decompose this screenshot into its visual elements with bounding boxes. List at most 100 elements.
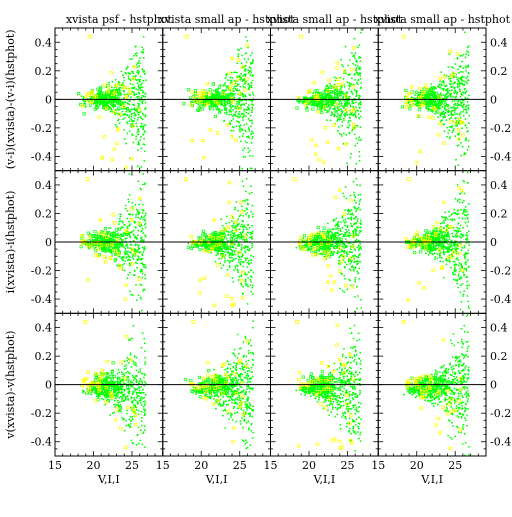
data-point [115,234,117,236]
data-point [126,107,128,109]
data-point [143,186,145,188]
data-point [228,231,230,233]
data-point [411,104,414,107]
data-point [219,84,221,86]
data-point [240,86,242,88]
data-point [128,221,130,223]
data-point [136,237,138,239]
data-point [132,294,134,296]
data-point [356,247,358,249]
data-point [356,260,358,262]
data-point [130,111,132,113]
data-point [142,184,144,186]
data-point [135,227,137,229]
data-point [125,250,127,252]
data-point [250,74,252,76]
data-point [249,227,251,229]
data-point [355,91,357,93]
data-point [236,125,238,127]
data-point [142,277,144,279]
data-point [125,248,127,250]
panel-points [296,19,362,178]
data-point [351,261,353,263]
data-point [232,258,234,260]
data-point [343,78,345,80]
data-point [142,173,144,175]
data-point [187,89,189,91]
data-point [336,107,338,109]
data-point [115,109,117,111]
data-point [451,131,453,133]
data-point [340,108,342,110]
data-point [135,115,137,117]
data-point [360,226,362,228]
data-point [242,231,244,233]
data-point [233,130,235,132]
data-point [351,52,353,54]
data-point [349,117,351,119]
data-point [241,244,243,246]
data-point [145,223,147,225]
data-point [457,105,459,107]
data-point [233,71,235,73]
data-point [142,290,144,292]
data-point [246,109,248,111]
data-point [227,269,229,271]
data-point [461,127,463,129]
data-point [115,124,117,126]
data-point [118,84,121,87]
data-point [351,266,353,268]
data-point [359,72,361,74]
data-point [216,132,219,135]
data-point [343,256,345,258]
data-point [232,277,234,279]
data-point [238,259,240,261]
data-point [248,127,250,129]
data-point [134,235,136,237]
data-point [248,66,250,68]
data-point [243,104,245,106]
data-point [354,199,356,201]
data-point [341,134,343,136]
panel-points [185,151,255,316]
data-point [251,138,253,140]
data-point [343,119,345,121]
data-point [234,265,236,267]
data-point [446,136,448,138]
data-point [240,226,242,228]
data-point [338,225,340,227]
data-point [243,109,245,111]
data-point [355,79,357,81]
data-point [300,100,302,102]
data-point [124,113,126,115]
data-point [355,165,357,167]
data-point [343,275,345,277]
data-point [348,261,350,263]
data-point [249,236,251,238]
data-point [245,102,247,104]
data-point [245,283,247,285]
data-point [346,81,348,83]
data-point [427,110,429,112]
data-point [84,101,86,103]
data-point [123,224,125,226]
data-point [359,243,361,245]
data-point [198,292,201,295]
data-point [107,102,109,104]
data-point [143,36,145,38]
data-point [199,279,202,282]
data-point [455,159,457,161]
data-point [246,199,248,201]
data-point [467,51,469,53]
data-point [144,264,146,266]
data-point [333,124,336,127]
data-point [242,266,244,268]
data-point [130,96,132,98]
data-point [145,79,147,81]
data-point [135,88,137,90]
data-point [138,204,140,206]
data-point [239,111,241,113]
data-point [216,109,218,111]
data-point [340,251,342,253]
data-point [347,65,349,67]
